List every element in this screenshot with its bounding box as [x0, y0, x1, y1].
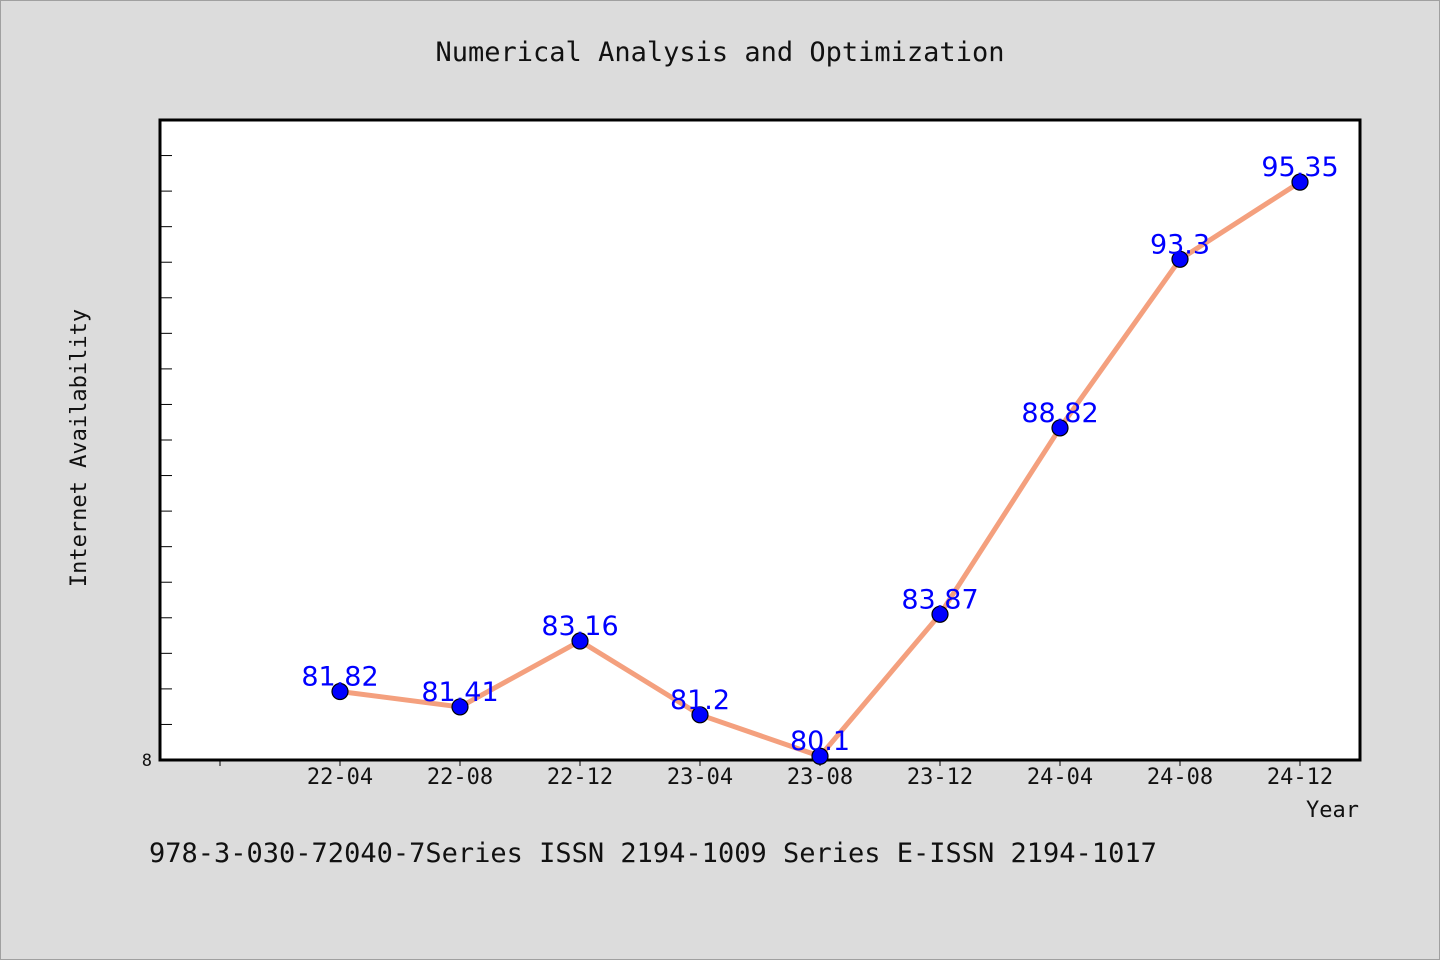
data-label: 80.1: [790, 726, 850, 757]
x-tick-label: 24-08: [1147, 765, 1213, 790]
x-axis-label: Year: [1306, 798, 1359, 823]
data-point: [451, 698, 469, 716]
data-label: 81.82: [301, 661, 378, 692]
x-tick-label: 22-04: [307, 765, 373, 790]
series-markers: [331, 173, 1309, 765]
data-label: 93.3: [1150, 229, 1210, 260]
data-label: 95.35: [1261, 152, 1338, 183]
x-tick-label: 24-04: [1027, 765, 1093, 790]
data-label: 83.16: [541, 611, 618, 642]
x-tick-label: 22-08: [427, 765, 493, 790]
data-point: [691, 706, 709, 724]
x-tick-label: 23-04: [667, 765, 733, 790]
y-axis-ticks: [160, 155, 172, 725]
data-point: [811, 747, 829, 765]
x-tick-label: 23-08: [787, 765, 853, 790]
footer-text: 978-3-030-72040-7Series ISSN 2194-1009 S…: [149, 838, 1157, 869]
plot-area: [158, 118, 1362, 762]
data-label: 88.82: [1021, 398, 1098, 429]
data-label: 83.87: [901, 584, 978, 615]
x-tick-label: 22-12: [547, 765, 613, 790]
data-point: [1171, 250, 1189, 268]
data-point: [1291, 173, 1309, 191]
y-tick-label-min: 8: [142, 751, 152, 771]
data-labels: 81.82 81.41 83.16 81.2 80.1 83.87 88.82 93.3 95.…: [301, 152, 1338, 757]
x-tick-label: 24-12: [1267, 765, 1333, 790]
x-axis-ticks: [219, 760, 1301, 766]
data-point: [931, 605, 949, 623]
x-tick-label: 23-12: [907, 765, 973, 790]
data-label: 81.2: [670, 685, 730, 716]
chart-title: Numerical Analysis and Optimization: [436, 37, 1005, 68]
y-axis-label: Internet Availability: [67, 309, 92, 587]
data-point: [571, 632, 589, 650]
data-point: [1051, 419, 1069, 437]
data-point: [331, 682, 349, 701]
x-tick-labels: 22-04 22-08 22-12 23-04 23-08 23-12 24-04 24-08…: [307, 765, 1333, 790]
data-label: 81.41: [421, 677, 498, 708]
